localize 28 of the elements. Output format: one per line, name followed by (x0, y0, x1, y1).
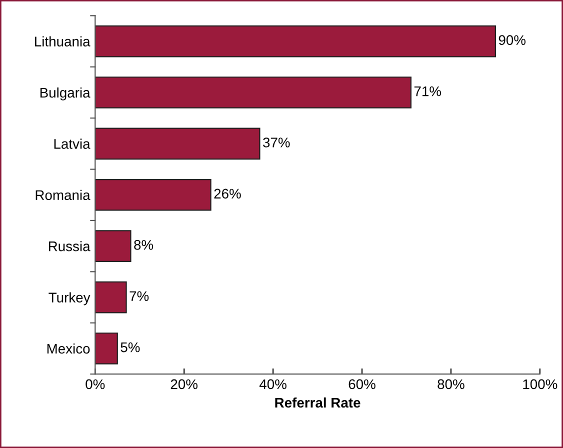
data-label: 71% (414, 86, 442, 96)
bar (95, 76, 412, 108)
data-label: 5% (120, 342, 140, 352)
bar (95, 332, 118, 364)
x-tick-label: 40% (259, 379, 286, 390)
bar (95, 178, 212, 211)
y-tick-label: Bulgaria (40, 87, 90, 100)
y-tick-label: Turkey (48, 292, 90, 306)
y-tick-label: Lithuania (35, 36, 90, 46)
data-label: 26% (214, 188, 241, 199)
y-tick-label: Mexico (47, 343, 90, 354)
bar (95, 128, 260, 160)
y-tick-label: Romania (36, 190, 90, 200)
x-tick-label: 60% (348, 379, 376, 390)
x-axis-title: Referral Rate (275, 397, 360, 408)
data-label: 8% (134, 240, 154, 250)
data-label: 37% (263, 138, 290, 148)
data-label: 7% (130, 291, 149, 301)
data-label: 90% (498, 35, 526, 46)
x-tick-label: 100% (523, 379, 558, 390)
y-tick-label: Latvia (54, 138, 90, 149)
x-tick-label: 80% (438, 379, 464, 390)
bar (95, 25, 496, 58)
bar (95, 230, 132, 262)
x-tick-label: 0% (86, 379, 105, 390)
y-tick-label: Russia (48, 241, 90, 252)
bar (95, 281, 127, 314)
x-tick-label: 20% (170, 379, 198, 390)
